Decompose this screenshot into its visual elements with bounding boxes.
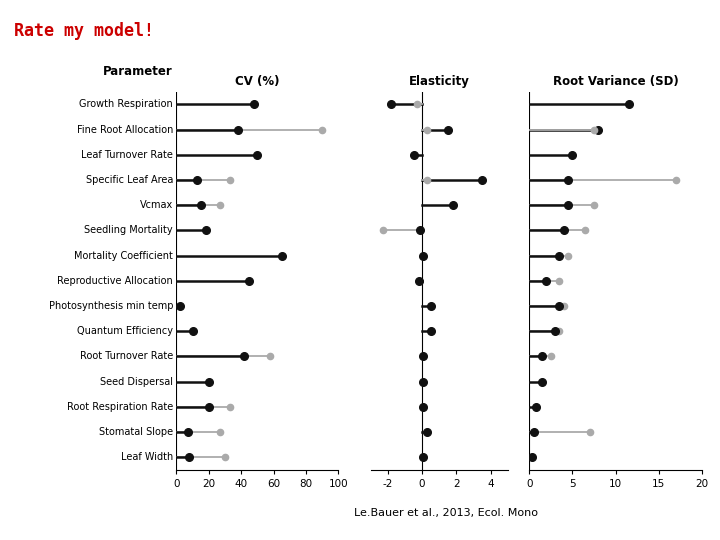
Text: Leaf Width: Leaf Width xyxy=(121,452,173,462)
Text: Root Turnover Rate: Root Turnover Rate xyxy=(80,352,173,361)
Text: Fine Root Allocation: Fine Root Allocation xyxy=(76,125,173,134)
Title: CV (%): CV (%) xyxy=(235,75,279,88)
Text: Parameter: Parameter xyxy=(103,65,173,78)
Text: Seedling Mortality: Seedling Mortality xyxy=(84,225,173,235)
Text: Root Respiration Rate: Root Respiration Rate xyxy=(67,402,173,412)
Text: Stomatal Slope: Stomatal Slope xyxy=(99,427,173,437)
Text: Photosynthesis min temp: Photosynthesis min temp xyxy=(48,301,173,311)
Text: Vcmax: Vcmax xyxy=(140,200,173,210)
Text: Growth Respiration: Growth Respiration xyxy=(79,99,173,110)
Text: Mortality Coefficient: Mortality Coefficient xyxy=(74,251,173,261)
Text: Le.Bauer et al., 2013, Ecol. Mono: Le.Bauer et al., 2013, Ecol. Mono xyxy=(354,508,539,518)
Title: Root Variance (SD): Root Variance (SD) xyxy=(553,75,678,88)
Text: Specific Leaf Area: Specific Leaf Area xyxy=(86,175,173,185)
Text: Leaf Turnover Rate: Leaf Turnover Rate xyxy=(81,150,173,160)
Text: Reproductive Allocation: Reproductive Allocation xyxy=(58,276,173,286)
Text: Seed Dispersal: Seed Dispersal xyxy=(100,376,173,387)
Title: Elasticity: Elasticity xyxy=(409,75,469,88)
Text: Rate my model!: Rate my model! xyxy=(14,22,154,39)
Text: Quantum Efficiency: Quantum Efficiency xyxy=(77,326,173,336)
